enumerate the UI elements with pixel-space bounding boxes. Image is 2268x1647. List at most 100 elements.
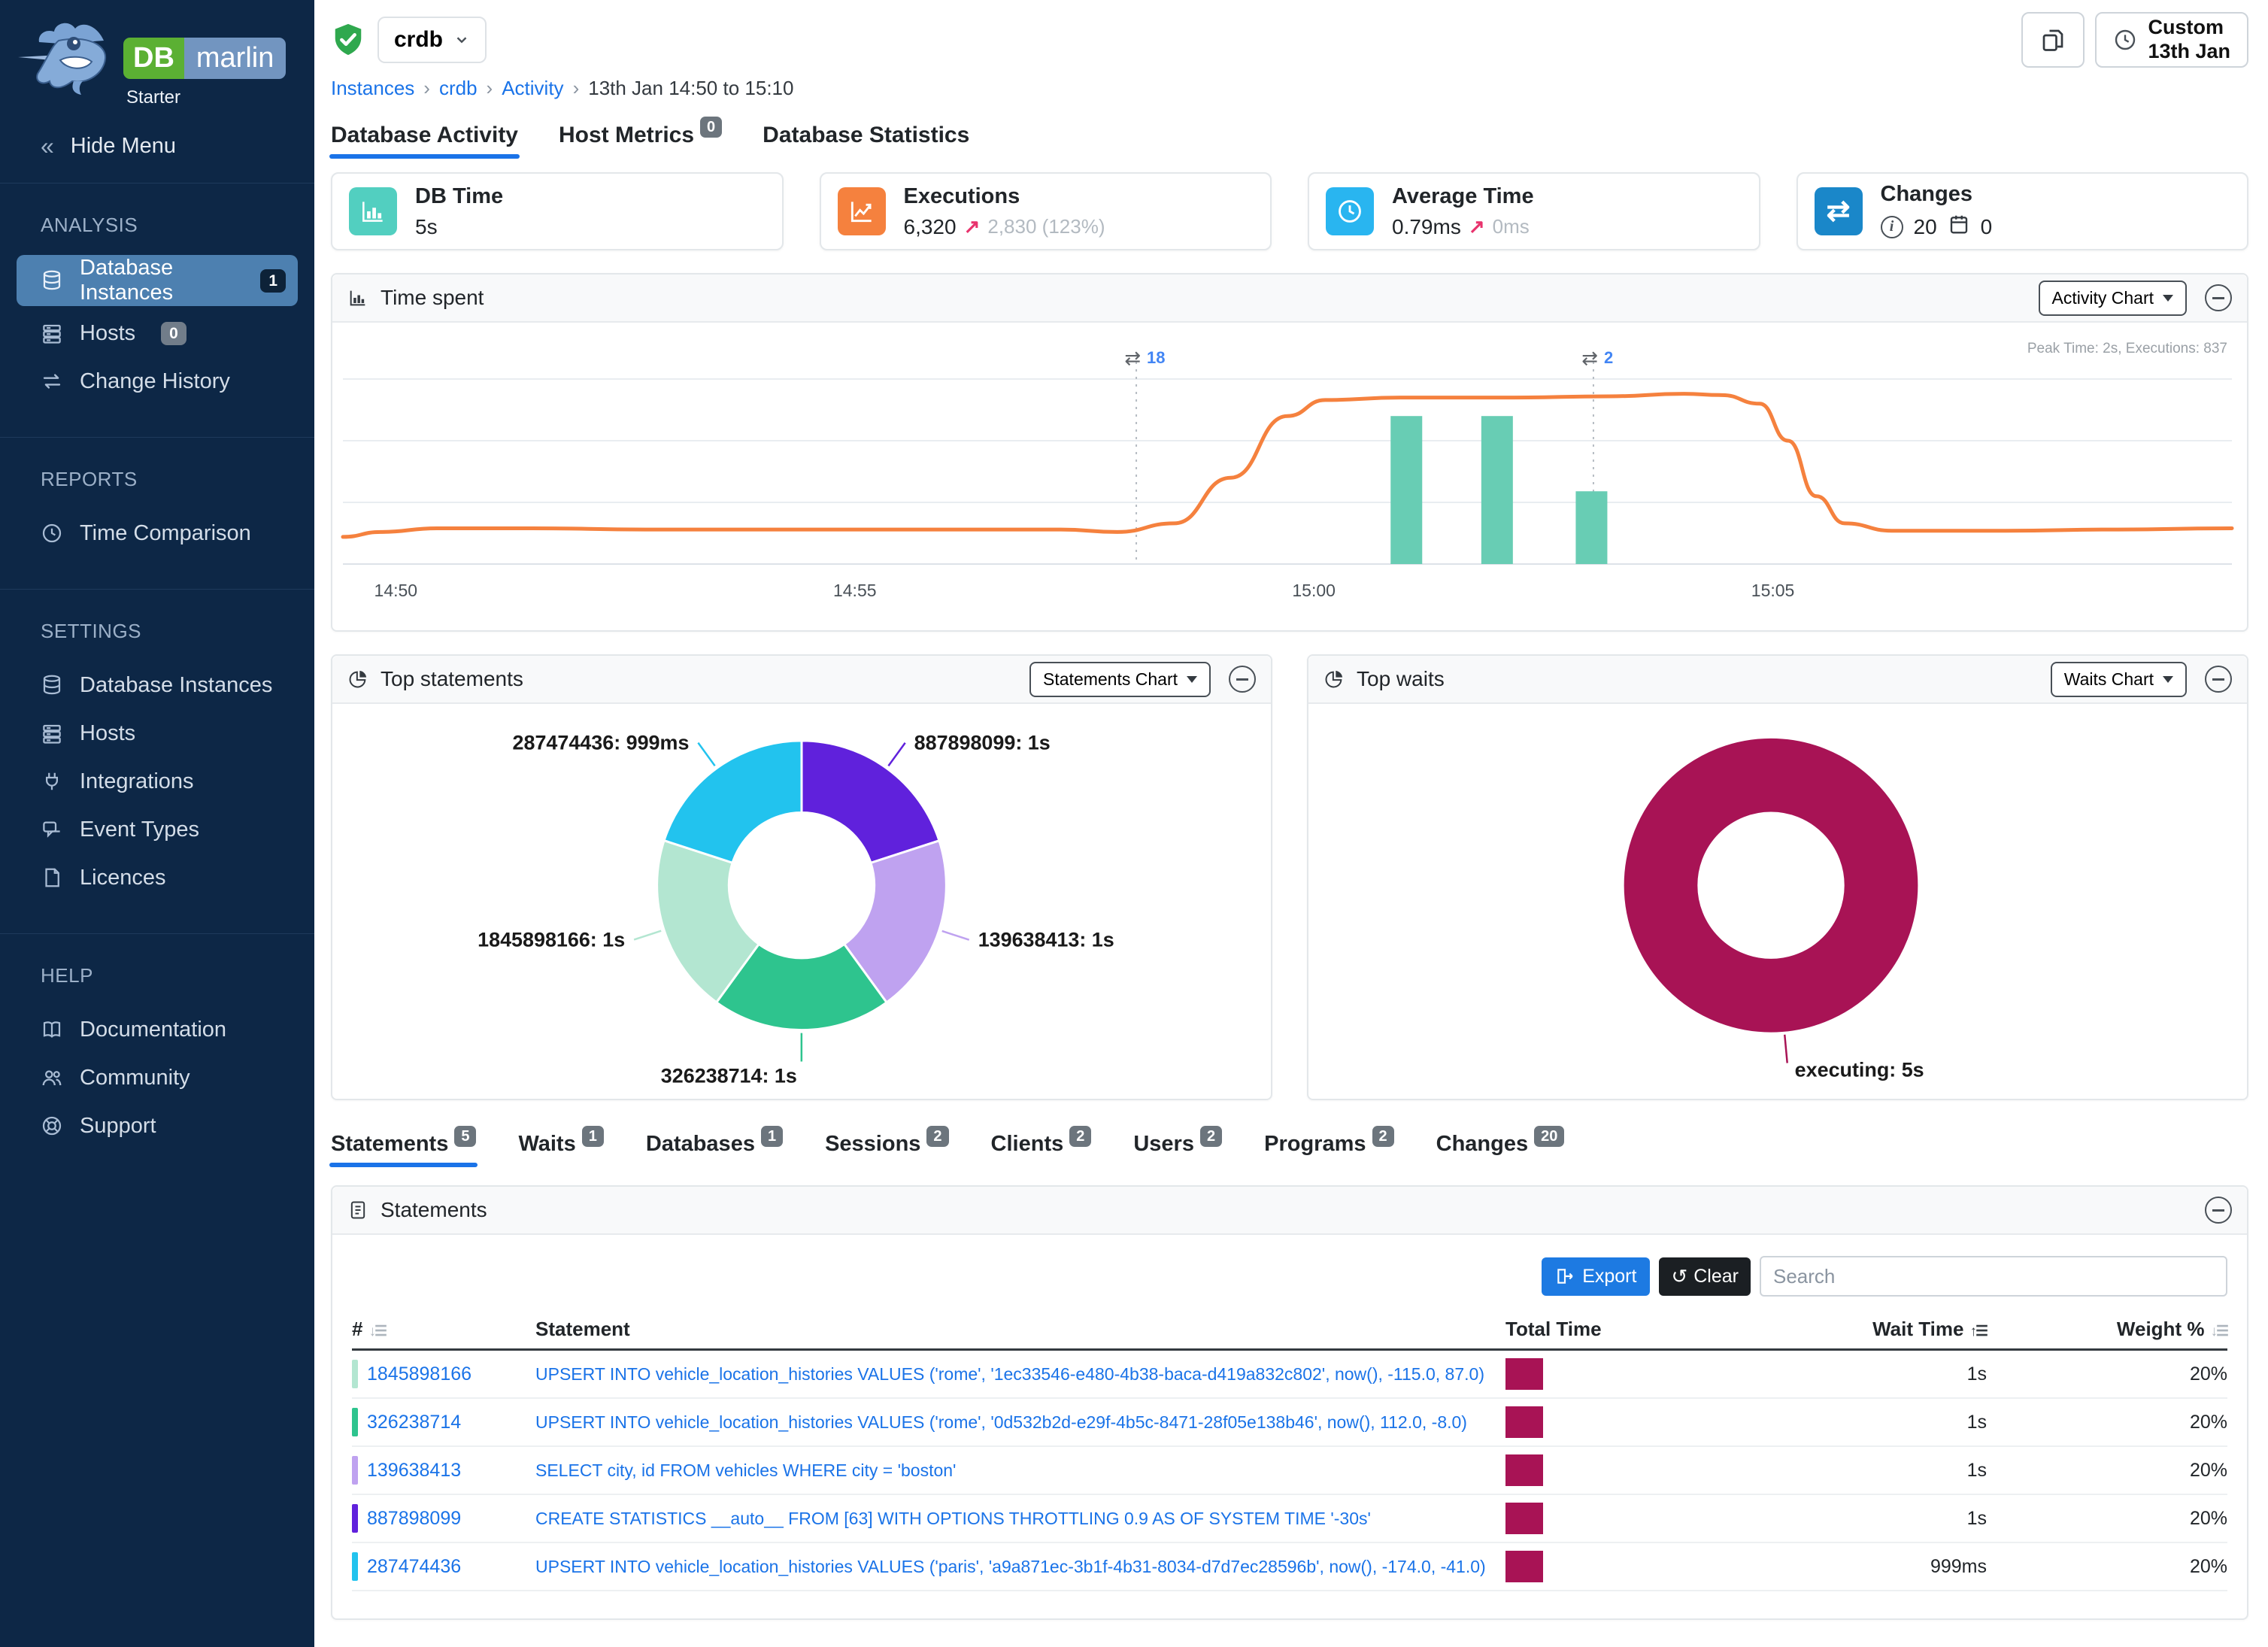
tab-count-badge: 20 (1534, 1126, 1565, 1147)
card-value: 0.79ms ↗ 0ms (1392, 214, 1530, 238)
sidebar-item-change-history[interactable]: Change History (0, 357, 314, 405)
sidebar-section-label: REPORTS (41, 468, 138, 490)
statement-id-link[interactable]: 1845898166 (367, 1363, 472, 1385)
sidebar-item-integrations[interactable]: Integrations (0, 757, 314, 805)
sidebar-item-label: Support (80, 1113, 156, 1138)
statement-sql-link[interactable]: UPSERT INTO vehicle_location_histories V… (535, 1556, 1486, 1576)
top-statements-panel: Top statements Statements Chart 88789809… (331, 654, 1272, 1100)
col-total-time[interactable]: Total Time (1505, 1318, 1602, 1340)
sidebar-section-label: ANALYSIS (41, 214, 138, 236)
tab-statements[interactable]: Statements 5 (329, 1126, 478, 1167)
time-spent-panel: Time spent Activity Chart ⇄ 18 ⇄ 2 14:50 14:5… (331, 273, 2248, 632)
table-row: 1845898166 UPSERT INTO vehicle_location_h… (352, 1351, 2227, 1399)
brand: DB marlin Starter (0, 0, 314, 120)
tab-database-statistics[interactable]: Database Statistics (763, 123, 969, 159)
caret-down-icon (1187, 675, 1197, 683)
svg-text:326238714: 1s: 326238714: 1s (661, 1064, 797, 1087)
sidebar-item-event-types[interactable]: Event Types (0, 805, 314, 854)
instance-name: crdb (394, 27, 444, 52)
info-icon: i (1880, 215, 1903, 238)
sidebar-item-time-comparison[interactable]: Time Comparison (0, 509, 314, 557)
tab-label: Sessions (825, 1132, 921, 1156)
time-spent-chart: ⇄ 18 ⇄ 2 14:50 14:55 15:00 15:05 Peak Time: 2s, … (332, 323, 2247, 630)
sidebar-item-database-instances[interactable]: Database Instances (0, 661, 314, 709)
breadcrumb: Instances › crdb › Activity › 13th Jan 14:50 t… (331, 77, 2248, 100)
svg-text:⇄: ⇄ (1581, 347, 1598, 370)
sidebar-item-database-instances[interactable]: Database Instances 1 (17, 255, 298, 306)
collapse-panel-icon[interactable] (2205, 666, 2232, 693)
statement-sql-link[interactable]: SELECT city, id FROM vehicles WHERE city… (535, 1460, 957, 1480)
tab-databases[interactable]: Databases 1 (646, 1126, 784, 1167)
col-weight[interactable]: Weight % ↓☰ (2116, 1318, 2229, 1340)
tab-database-activity[interactable]: Database Activity (329, 123, 520, 159)
breadcrumb-link-instances[interactable]: Instances (331, 77, 415, 99)
top-statements-donut-svg: 887898099: 1s 139638413: 1s 326238714: 1s 1… (478, 732, 1114, 1087)
tab-users[interactable]: Users 2 (1133, 1126, 1223, 1167)
copy-link-button[interactable] (2021, 12, 2085, 68)
collapse-panel-icon[interactable] (1229, 666, 1256, 693)
collapse-panel-icon[interactable] (2205, 1197, 2232, 1224)
tab-programs[interactable]: Programs 2 (1264, 1126, 1394, 1167)
time-range-button[interactable]: Custom 13th Jan (2095, 12, 2248, 68)
breadcrumb-link-activity[interactable]: Activity (502, 77, 564, 99)
tab-host-metrics[interactable]: Host Metrics 0 (559, 117, 723, 159)
statements-chart-selector[interactable]: Statements Chart (1029, 661, 1211, 697)
sidebar-item-community[interactable]: Community (0, 1054, 314, 1102)
col-statement[interactable]: Statement (535, 1318, 630, 1340)
instance-selector[interactable]: crdb (377, 17, 487, 63)
sidebar-item-support[interactable]: Support (0, 1102, 314, 1150)
database-icon (41, 674, 63, 696)
sidebar-item-hosts[interactable]: Hosts 0 (0, 309, 314, 357)
col-num[interactable]: # ↓☰ (352, 1318, 387, 1340)
card-title: Changes (1880, 182, 1972, 206)
wait-time-value: 1s (1966, 1411, 1987, 1433)
sidebar-item-label: Documentation (80, 1017, 227, 1042)
sidebar-item-licences[interactable]: Licences (0, 854, 314, 902)
export-button[interactable]: Export (1542, 1257, 1651, 1296)
statement-sql-link[interactable]: UPSERT INTO vehicle_location_histories V… (535, 1363, 1484, 1384)
statement-sql-link[interactable]: UPSERT INTO vehicle_location_histories V… (535, 1412, 1467, 1432)
table-row: 139638413 SELECT city, id FROM vehicles W… (352, 1447, 2227, 1495)
sidebar-item-label: Time Comparison (80, 520, 251, 545)
total-time-bar (1505, 1358, 1543, 1390)
time-spent-header: Time spent Activity Chart (332, 274, 2247, 323)
sidebar-item-documentation[interactable]: Documentation (0, 1005, 314, 1054)
clock-icon (2115, 29, 2136, 50)
tab-waits[interactable]: Waits 1 (518, 1126, 604, 1167)
people-icon (41, 1066, 63, 1089)
card-changes: ⇄ Changes i 20 0 (1796, 172, 2248, 250)
waits-chart-selector[interactable]: Waits Chart (2050, 661, 2187, 697)
tab-sessions[interactable]: Sessions 2 (825, 1126, 949, 1167)
double-chevron-left-icon: « (41, 132, 54, 159)
marlin-fish-logo (18, 23, 107, 95)
search-input[interactable] (1760, 1256, 2227, 1297)
top-statements-chart: 887898099: 1s 139638413: 1s 326238714: 1s 1… (332, 704, 1271, 1099)
statement-id-link[interactable]: 326238714 (367, 1411, 462, 1433)
breadcrumb-link-crdb[interactable]: crdb (438, 77, 478, 99)
hide-menu-label: Hide Menu (70, 134, 177, 158)
tab-changes[interactable]: Changes 20 (1436, 1126, 1565, 1167)
count-badge: 0 (161, 321, 186, 345)
tab-clients[interactable]: Clients 2 (991, 1126, 1092, 1167)
sort-icon: ↓☰ (2210, 1324, 2229, 1339)
statement-id-link[interactable]: 139638413 (367, 1459, 462, 1481)
panel-title: Top waits (1357, 667, 1445, 690)
undo-icon: ↺ (1671, 1265, 1688, 1288)
sidebar-item-label: Database Instances (80, 672, 273, 697)
collapse-panel-icon[interactable] (2205, 284, 2232, 311)
col-wait-time[interactable]: Wait Time ↑☰ (1872, 1318, 1988, 1340)
tab-count-badge: 2 (1069, 1126, 1092, 1147)
statement-sql-link[interactable]: CREATE STATISTICS __auto__ FROM [63] WIT… (535, 1508, 1371, 1528)
sidebar-item-label: Change History (80, 369, 230, 393)
statement-id-link[interactable]: 887898099 (367, 1507, 462, 1529)
hide-menu-button[interactable]: « Hide Menu (0, 120, 314, 184)
support-icon (41, 1115, 63, 1137)
pie-chart-icon (1324, 669, 1345, 690)
sidebar-section-settings: SETTINGS Database Instances Hosts Integrati… (0, 590, 314, 934)
sidebar-item-hosts[interactable]: Hosts (0, 709, 314, 757)
activity-chart-selector[interactable]: Activity Chart (2038, 280, 2187, 316)
clear-button[interactable]: ↺ Clear (1659, 1257, 1751, 1296)
statement-id-link[interactable]: 287474436 (367, 1555, 462, 1577)
info-count: 20 (1913, 214, 1937, 238)
statements-table-body: 1845898166 UPSERT INTO vehicle_location_h… (352, 1351, 2227, 1591)
